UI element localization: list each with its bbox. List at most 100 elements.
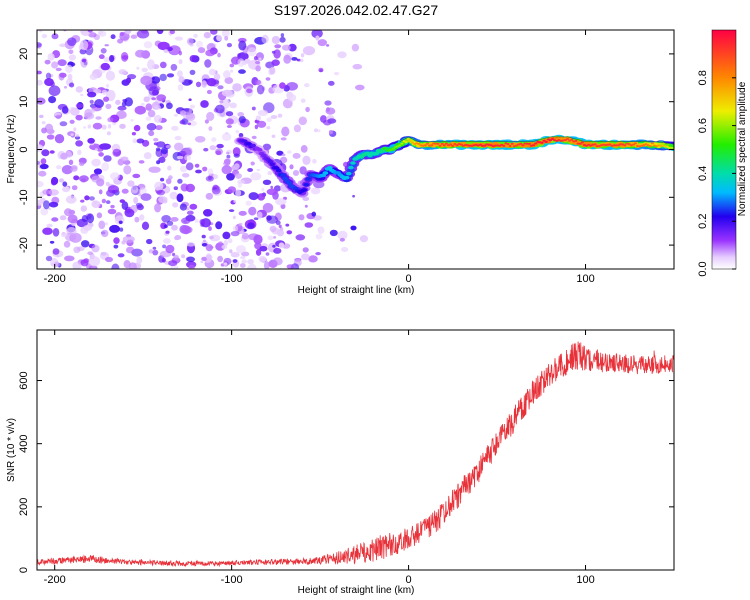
spectrogram-ridge-cell	[534, 142, 538, 145]
spectrogram-noise-blob	[337, 51, 347, 59]
spectrogram-noise-blob	[59, 178, 64, 183]
spectrogram-noise-blob	[267, 235, 274, 241]
spectrogram-noise-blob	[238, 69, 246, 74]
spectrogram-ridge-cell	[506, 143, 510, 145]
spectrogram-noise-blob	[173, 186, 178, 191]
spectrogram-noise-blob	[48, 189, 59, 196]
spectrogram-noise-blob	[176, 193, 184, 203]
spectrogram-noise-blob	[237, 181, 243, 188]
spectrogram-noise-blob	[188, 264, 195, 269]
spectrogram-noise-blob	[187, 122, 192, 126]
spectrogram-noise-blob	[233, 199, 237, 203]
spectrogram-ridge-cell	[269, 162, 276, 167]
spectrogram-noise-blob	[213, 73, 221, 81]
spectrogram-noise-blob	[45, 255, 53, 262]
y-tick-label: 20	[18, 48, 30, 60]
spectrogram-noise-blob	[101, 198, 107, 204]
spectrogram-noise-blob	[79, 162, 85, 166]
spectrogram-noise-blob	[215, 221, 223, 230]
spectrogram-noise-blob	[105, 103, 112, 110]
spectrogram-ridge-cell	[280, 173, 286, 177]
spectrogram-noise-blob	[318, 67, 324, 73]
spectrogram-noise-blob	[61, 106, 69, 114]
spectrogram-noise-blob	[227, 186, 236, 193]
spectrogram-noise-blob	[197, 47, 206, 54]
spectrogram-noise-blob	[209, 145, 217, 151]
spectrogram-noise-blob	[59, 215, 67, 221]
spectrogram-x-label: Height of straight line (km)	[298, 285, 415, 296]
spectrogram-noise-blob	[97, 30, 103, 36]
spectrogram-noise-blob	[298, 214, 305, 221]
spectrogram-noise-blob	[189, 203, 198, 210]
colorbar-ticks: 0.0 0.2 0.4 0.6 0.8	[697, 70, 736, 277]
spectrogram-noise-blob	[160, 177, 165, 182]
spectrogram-noise-blob	[87, 137, 95, 144]
spectrogram-noise-blob	[286, 230, 293, 235]
spectrogram-noise-blob	[154, 181, 164, 191]
spectrogram-noise-blob	[168, 260, 178, 267]
spectrogram-noise-blob	[55, 67, 62, 72]
spectrogram-noise-blob	[136, 30, 150, 39]
spectrogram-ridge-cell	[430, 144, 434, 147]
spectrogram-noise-blob	[256, 120, 267, 128]
spectrogram-noise-blob	[54, 134, 65, 144]
spectrogram-noise-blob	[223, 158, 231, 165]
spectrogram-noise-blob	[185, 183, 195, 193]
spectrogram-noise-blob	[71, 185, 78, 191]
spectrogram-noise-blob	[39, 163, 49, 170]
spectrogram-noise-blob	[206, 78, 217, 87]
spectrogram-noise-blob	[177, 178, 183, 184]
spectrogram-noise-blob	[312, 158, 317, 164]
spectrogram-noise-blob	[217, 85, 224, 90]
spectrogram-noise-blob	[132, 173, 141, 179]
spectrogram-noise-blob	[158, 196, 168, 204]
spectrogram-noise-blob	[127, 74, 137, 80]
spectrogram-noise-blob	[110, 204, 115, 209]
spectrogram-noise-blob	[206, 89, 212, 95]
spectrogram-noise-blob	[157, 41, 170, 51]
spectrogram-noise-blob	[229, 249, 233, 254]
spectrogram-noise-blob	[120, 156, 129, 162]
spectrogram-ridge-cell	[623, 144, 627, 147]
spectrogram-noise-blob	[123, 165, 132, 175]
spectrogram-ridge-cell	[389, 148, 393, 151]
spectrogram-noise-blob	[64, 255, 75, 262]
spectrogram-noise-blob	[86, 213, 95, 224]
spectrogram-noise-blob	[222, 231, 231, 240]
spectrogram-noise-blob	[285, 223, 290, 227]
spectrogram-ridge-cell	[527, 142, 531, 145]
spectrogram-ridge-cell	[478, 143, 482, 146]
spectrogram-noise-blob	[281, 126, 290, 137]
spectrogram-noise-blob	[211, 137, 217, 142]
spectrogram-noise-blob	[209, 235, 214, 240]
spectrogram-noise-blob	[223, 262, 228, 266]
spectrogram-noise-blob	[189, 69, 196, 75]
spectrogram-noise-blob	[287, 150, 292, 154]
spectrogram-ridge-cell	[404, 141, 408, 144]
spectrogram-noise-blob	[59, 43, 66, 48]
spectrogram-noise-blob	[104, 44, 109, 47]
spectrogram-noise-blob	[153, 142, 158, 146]
spectrogram-ridge-cell	[402, 140, 406, 143]
spectrogram-noise-blob	[159, 61, 167, 69]
spectrogram-noise-blob	[265, 77, 271, 81]
spectrogram-noise-blob	[165, 244, 175, 254]
spectrogram-noise-blob	[281, 153, 286, 157]
spectrogram-noise-blob	[89, 73, 98, 80]
spectrogram-noise-blob	[121, 188, 129, 194]
spectrogram-noise-blob	[148, 130, 155, 137]
spectrogram-noise-blob	[63, 240, 71, 248]
spectrogram-ridge-cell	[436, 142, 440, 145]
spectrogram-noise-blob	[117, 253, 125, 258]
spectrogram-noise-blob	[241, 232, 249, 240]
spectrogram-noise-blob	[219, 100, 224, 104]
snr-y-label: SNR (10 * v/v)	[6, 418, 17, 482]
spectrogram-noise-blob	[355, 84, 365, 91]
spectrogram-noise-blob	[185, 112, 196, 122]
spectrogram-noise-blob	[162, 244, 167, 249]
spectrogram-ridge-cell	[396, 145, 400, 148]
spectrogram-noise-blob	[270, 115, 278, 119]
spectrogram-noise-blob	[202, 166, 208, 172]
spectrogram-ridge-cell	[381, 147, 385, 150]
spectrogram-ridge-cell	[508, 145, 512, 147]
